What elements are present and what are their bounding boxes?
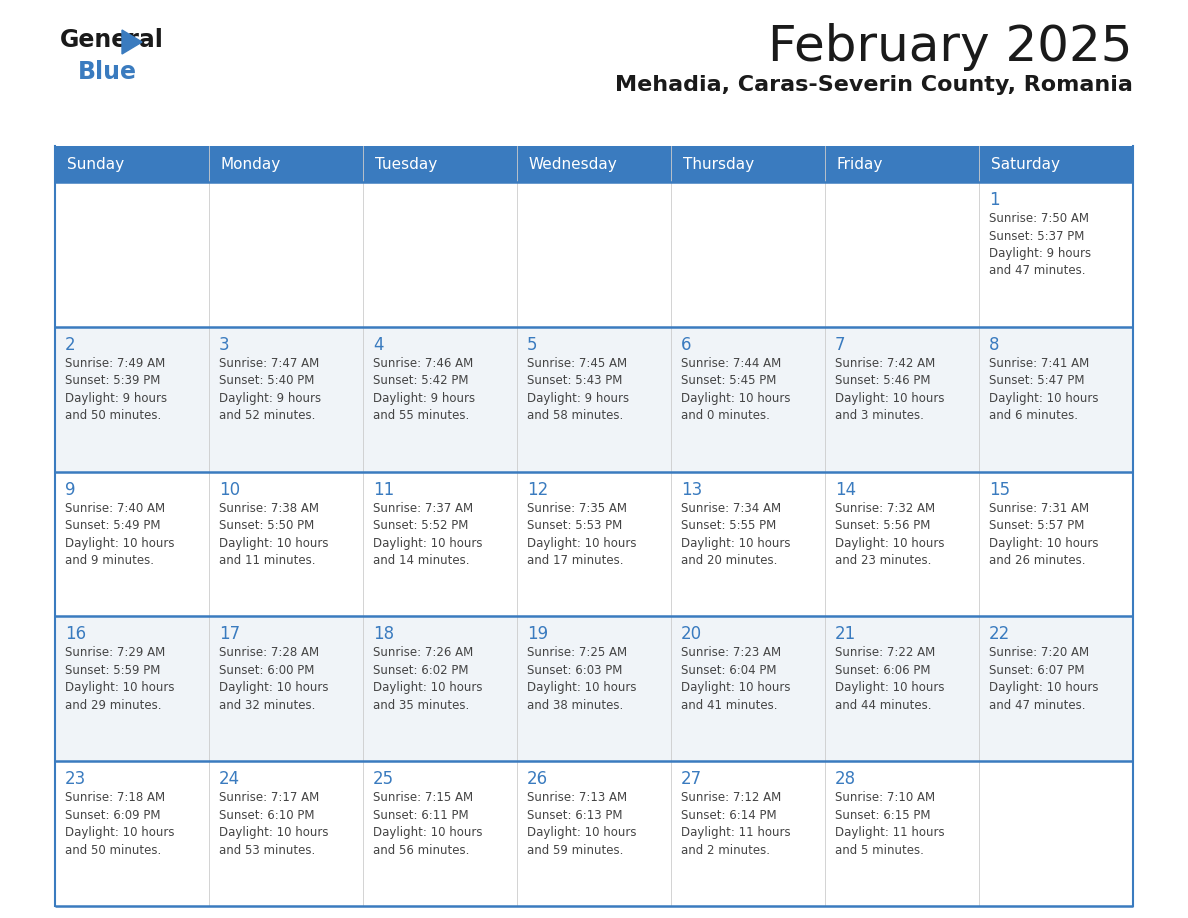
Text: Sunrise: 7:32 AM
Sunset: 5:56 PM
Daylight: 10 hours
and 23 minutes.: Sunrise: 7:32 AM Sunset: 5:56 PM Dayligh… — [835, 501, 944, 567]
Text: Saturday: Saturday — [991, 156, 1060, 172]
Text: 26: 26 — [527, 770, 548, 789]
Text: Sunrise: 7:47 AM
Sunset: 5:40 PM
Daylight: 9 hours
and 52 minutes.: Sunrise: 7:47 AM Sunset: 5:40 PM Dayligh… — [219, 357, 321, 422]
Polygon shape — [122, 30, 143, 54]
Text: 6: 6 — [681, 336, 691, 353]
Text: Monday: Monday — [221, 156, 282, 172]
Text: 12: 12 — [527, 481, 548, 498]
Text: 27: 27 — [681, 770, 702, 789]
Text: 24: 24 — [219, 770, 240, 789]
Text: Thursday: Thursday — [683, 156, 754, 172]
Text: 14: 14 — [835, 481, 857, 498]
Text: 10: 10 — [219, 481, 240, 498]
Bar — [671, 146, 824, 182]
Text: Sunrise: 7:29 AM
Sunset: 5:59 PM
Daylight: 10 hours
and 29 minutes.: Sunrise: 7:29 AM Sunset: 5:59 PM Dayligh… — [65, 646, 175, 711]
Text: Blue: Blue — [78, 60, 137, 84]
Text: 8: 8 — [988, 336, 999, 353]
Text: 13: 13 — [681, 481, 702, 498]
Text: Sunrise: 7:13 AM
Sunset: 6:13 PM
Daylight: 10 hours
and 59 minutes.: Sunrise: 7:13 AM Sunset: 6:13 PM Dayligh… — [527, 791, 637, 856]
Bar — [55, 616, 1133, 761]
Text: Sunrise: 7:49 AM
Sunset: 5:39 PM
Daylight: 9 hours
and 50 minutes.: Sunrise: 7:49 AM Sunset: 5:39 PM Dayligh… — [65, 357, 168, 422]
Text: 4: 4 — [373, 336, 384, 353]
Text: Sunrise: 7:35 AM
Sunset: 5:53 PM
Daylight: 10 hours
and 17 minutes.: Sunrise: 7:35 AM Sunset: 5:53 PM Dayligh… — [527, 501, 637, 567]
Text: Sunrise: 7:41 AM
Sunset: 5:47 PM
Daylight: 10 hours
and 6 minutes.: Sunrise: 7:41 AM Sunset: 5:47 PM Dayligh… — [988, 357, 1099, 422]
Text: Sunday: Sunday — [67, 156, 124, 172]
Bar — [55, 761, 1133, 906]
Text: 1: 1 — [988, 191, 999, 209]
Text: Sunrise: 7:12 AM
Sunset: 6:14 PM
Daylight: 11 hours
and 2 minutes.: Sunrise: 7:12 AM Sunset: 6:14 PM Dayligh… — [681, 791, 791, 856]
Text: 15: 15 — [988, 481, 1010, 498]
Text: Sunrise: 7:42 AM
Sunset: 5:46 PM
Daylight: 10 hours
and 3 minutes.: Sunrise: 7:42 AM Sunset: 5:46 PM Dayligh… — [835, 357, 944, 422]
Text: Sunrise: 7:17 AM
Sunset: 6:10 PM
Daylight: 10 hours
and 53 minutes.: Sunrise: 7:17 AM Sunset: 6:10 PM Dayligh… — [219, 791, 329, 856]
Text: 16: 16 — [65, 625, 86, 644]
Bar — [55, 146, 209, 182]
Text: 20: 20 — [681, 625, 702, 644]
Bar — [364, 146, 517, 182]
Text: 11: 11 — [373, 481, 394, 498]
Text: Sunrise: 7:31 AM
Sunset: 5:57 PM
Daylight: 10 hours
and 26 minutes.: Sunrise: 7:31 AM Sunset: 5:57 PM Dayligh… — [988, 501, 1099, 567]
Text: Sunrise: 7:22 AM
Sunset: 6:06 PM
Daylight: 10 hours
and 44 minutes.: Sunrise: 7:22 AM Sunset: 6:06 PM Dayligh… — [835, 646, 944, 711]
Bar — [824, 146, 979, 182]
Bar — [979, 146, 1133, 182]
Text: 2: 2 — [65, 336, 76, 353]
Text: Sunrise: 7:38 AM
Sunset: 5:50 PM
Daylight: 10 hours
and 11 minutes.: Sunrise: 7:38 AM Sunset: 5:50 PM Dayligh… — [219, 501, 329, 567]
Text: Sunrise: 7:20 AM
Sunset: 6:07 PM
Daylight: 10 hours
and 47 minutes.: Sunrise: 7:20 AM Sunset: 6:07 PM Dayligh… — [988, 646, 1099, 711]
Text: 5: 5 — [527, 336, 537, 353]
Text: Sunrise: 7:37 AM
Sunset: 5:52 PM
Daylight: 10 hours
and 14 minutes.: Sunrise: 7:37 AM Sunset: 5:52 PM Dayligh… — [373, 501, 482, 567]
Text: Tuesday: Tuesday — [375, 156, 437, 172]
Text: 19: 19 — [527, 625, 548, 644]
Text: 28: 28 — [835, 770, 857, 789]
Text: 21: 21 — [835, 625, 857, 644]
Text: Sunrise: 7:15 AM
Sunset: 6:11 PM
Daylight: 10 hours
and 56 minutes.: Sunrise: 7:15 AM Sunset: 6:11 PM Dayligh… — [373, 791, 482, 856]
Text: 25: 25 — [373, 770, 394, 789]
Text: Mehadia, Caras-Severin County, Romania: Mehadia, Caras-Severin County, Romania — [615, 75, 1133, 95]
Text: 17: 17 — [219, 625, 240, 644]
Bar — [55, 327, 1133, 472]
Text: Sunrise: 7:18 AM
Sunset: 6:09 PM
Daylight: 10 hours
and 50 minutes.: Sunrise: 7:18 AM Sunset: 6:09 PM Dayligh… — [65, 791, 175, 856]
Text: 7: 7 — [835, 336, 846, 353]
Text: Sunrise: 7:23 AM
Sunset: 6:04 PM
Daylight: 10 hours
and 41 minutes.: Sunrise: 7:23 AM Sunset: 6:04 PM Dayligh… — [681, 646, 790, 711]
Text: Sunrise: 7:50 AM
Sunset: 5:37 PM
Daylight: 9 hours
and 47 minutes.: Sunrise: 7:50 AM Sunset: 5:37 PM Dayligh… — [988, 212, 1091, 277]
Text: Sunrise: 7:45 AM
Sunset: 5:43 PM
Daylight: 9 hours
and 58 minutes.: Sunrise: 7:45 AM Sunset: 5:43 PM Dayligh… — [527, 357, 630, 422]
Text: 3: 3 — [219, 336, 229, 353]
Bar — [209, 146, 364, 182]
Text: Sunrise: 7:25 AM
Sunset: 6:03 PM
Daylight: 10 hours
and 38 minutes.: Sunrise: 7:25 AM Sunset: 6:03 PM Dayligh… — [527, 646, 637, 711]
Text: 23: 23 — [65, 770, 87, 789]
Text: February 2025: February 2025 — [769, 23, 1133, 71]
Text: Friday: Friday — [838, 156, 884, 172]
Text: Wednesday: Wednesday — [529, 156, 618, 172]
Text: 22: 22 — [988, 625, 1010, 644]
Text: Sunrise: 7:28 AM
Sunset: 6:00 PM
Daylight: 10 hours
and 32 minutes.: Sunrise: 7:28 AM Sunset: 6:00 PM Dayligh… — [219, 646, 329, 711]
Text: Sunrise: 7:26 AM
Sunset: 6:02 PM
Daylight: 10 hours
and 35 minutes.: Sunrise: 7:26 AM Sunset: 6:02 PM Dayligh… — [373, 646, 482, 711]
Bar — [55, 472, 1133, 616]
Bar — [55, 182, 1133, 327]
Text: Sunrise: 7:46 AM
Sunset: 5:42 PM
Daylight: 9 hours
and 55 minutes.: Sunrise: 7:46 AM Sunset: 5:42 PM Dayligh… — [373, 357, 475, 422]
Text: Sunrise: 7:40 AM
Sunset: 5:49 PM
Daylight: 10 hours
and 9 minutes.: Sunrise: 7:40 AM Sunset: 5:49 PM Dayligh… — [65, 501, 175, 567]
Text: Sunrise: 7:44 AM
Sunset: 5:45 PM
Daylight: 10 hours
and 0 minutes.: Sunrise: 7:44 AM Sunset: 5:45 PM Dayligh… — [681, 357, 790, 422]
Bar — [517, 146, 671, 182]
Text: General: General — [61, 28, 164, 52]
Text: 18: 18 — [373, 625, 394, 644]
Text: 9: 9 — [65, 481, 76, 498]
Text: Sunrise: 7:34 AM
Sunset: 5:55 PM
Daylight: 10 hours
and 20 minutes.: Sunrise: 7:34 AM Sunset: 5:55 PM Dayligh… — [681, 501, 790, 567]
Text: Sunrise: 7:10 AM
Sunset: 6:15 PM
Daylight: 11 hours
and 5 minutes.: Sunrise: 7:10 AM Sunset: 6:15 PM Dayligh… — [835, 791, 944, 856]
